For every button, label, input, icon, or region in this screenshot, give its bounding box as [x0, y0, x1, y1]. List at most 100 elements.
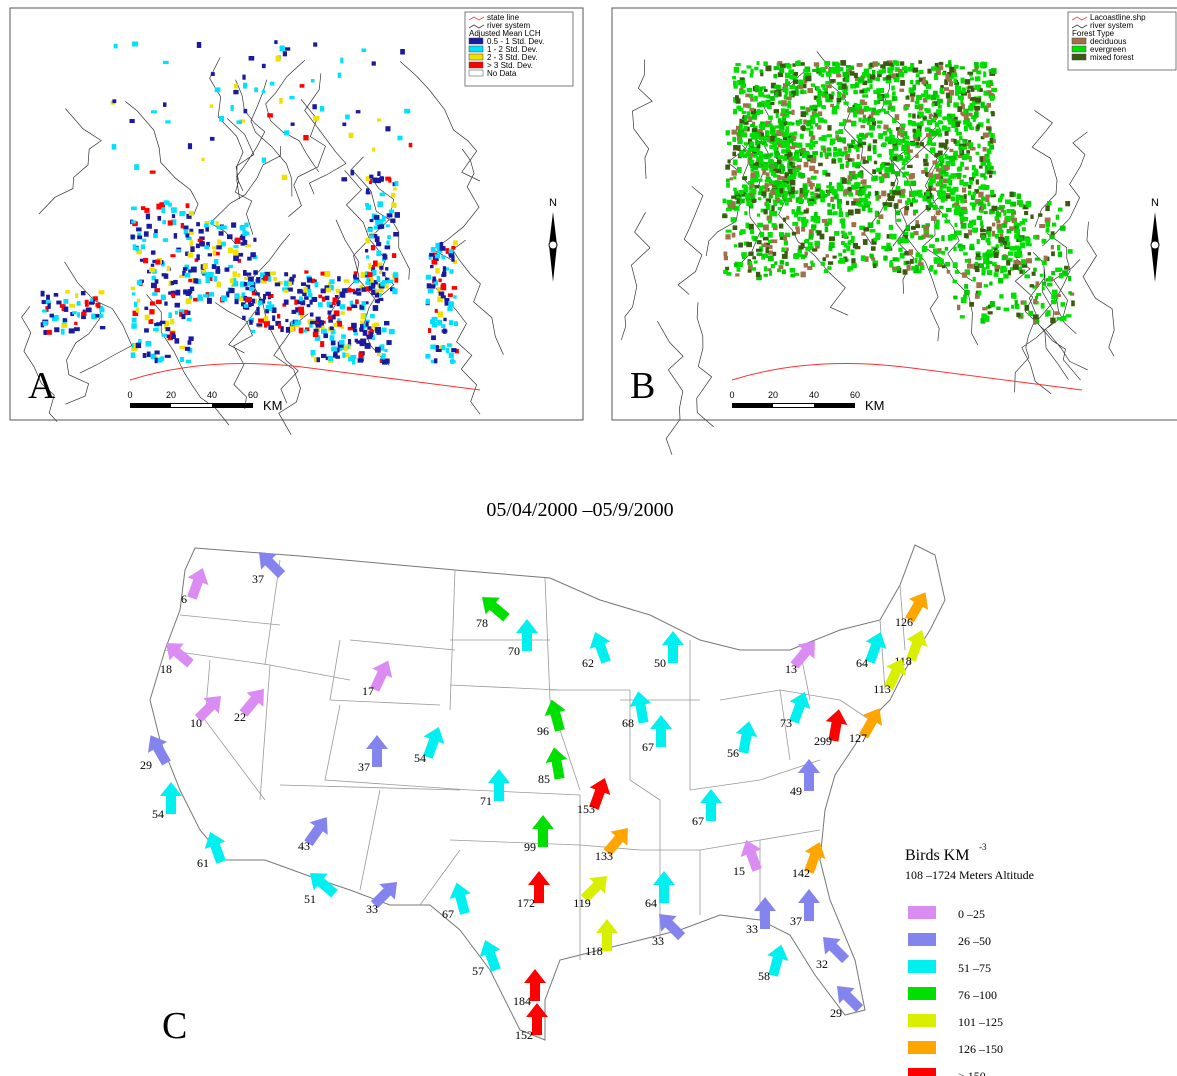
raster-cell — [939, 65, 943, 70]
raster-cell — [900, 132, 904, 137]
raster-cell — [945, 131, 949, 136]
raster-cell — [763, 164, 768, 168]
raster-cell — [991, 111, 995, 116]
raster-cell — [754, 96, 758, 102]
raster-cell — [136, 307, 139, 312]
raster-cell — [803, 90, 806, 94]
raster-cell — [131, 207, 137, 211]
raster-cell — [840, 137, 846, 142]
raster-cell — [299, 328, 304, 334]
raster-cell — [954, 223, 957, 227]
raster-cell — [214, 259, 218, 264]
raster-cell — [843, 249, 847, 253]
raster-cell — [1068, 249, 1073, 254]
raster-cell — [426, 275, 431, 280]
arrow-label: 71 — [480, 794, 492, 808]
raster-cell — [1017, 194, 1022, 200]
raster-cell — [188, 252, 193, 257]
raster-cell — [909, 249, 913, 254]
raster-cell — [426, 299, 430, 305]
raster-cell — [147, 224, 152, 229]
raster-cell — [913, 129, 917, 133]
raster-cell — [251, 330, 255, 333]
raster-cell — [1056, 215, 1059, 220]
raster-cell — [999, 278, 1003, 282]
raster-cell — [112, 144, 117, 150]
raster-cell — [827, 125, 831, 131]
raster-cell — [798, 199, 804, 202]
raster-cell — [963, 175, 967, 178]
raster-cell — [925, 108, 930, 113]
raster-cell — [69, 304, 75, 308]
raster-cell — [768, 240, 772, 244]
raster-cell — [886, 75, 890, 79]
raster-cell — [380, 193, 386, 197]
raster-cell — [356, 288, 361, 291]
raster-cell — [739, 262, 743, 267]
raster-cell — [926, 84, 931, 89]
raster-cell — [812, 69, 817, 72]
raster-cell — [824, 269, 828, 273]
raster-cell — [891, 106, 895, 112]
raster-cell — [230, 278, 234, 283]
raster-cell — [246, 273, 251, 276]
raster-cell — [900, 190, 904, 195]
raster-cell — [909, 174, 914, 179]
raster-cell — [764, 187, 768, 192]
raster-cell — [313, 116, 319, 121]
raster-cell — [964, 284, 968, 289]
panel-label: A — [28, 365, 56, 407]
raster-cell — [290, 296, 295, 299]
raster-cell — [827, 152, 832, 156]
raster-cell — [892, 267, 897, 270]
raster-cell — [931, 118, 935, 123]
raster-cell — [1048, 276, 1051, 281]
raster-cell — [807, 88, 813, 93]
raster-cell — [800, 188, 803, 194]
raster-cell — [789, 157, 792, 161]
raster-cell — [130, 119, 135, 123]
raster-cell — [954, 139, 957, 144]
raster-cell — [321, 289, 326, 294]
raster-cell — [969, 302, 974, 307]
raster-cell — [814, 62, 819, 66]
raster-cell — [256, 307, 259, 312]
raster-cell — [790, 146, 796, 149]
raster-cell — [397, 136, 402, 141]
raster-cell — [746, 200, 751, 206]
raster-cell — [896, 186, 901, 190]
raster-cell — [939, 62, 944, 65]
raster-cell — [774, 85, 780, 89]
raster-cell — [425, 354, 430, 359]
raster-cell — [928, 137, 933, 143]
arrow-label: 299 — [814, 734, 832, 748]
raster-cell — [760, 232, 765, 238]
raster-cell — [965, 167, 969, 170]
raster-cell — [278, 324, 281, 329]
raster-cell — [840, 60, 846, 66]
raster-cell — [830, 104, 834, 107]
raster-cell — [817, 68, 820, 72]
raster-cell — [86, 308, 92, 313]
raster-cell — [186, 291, 190, 296]
raster-cell — [374, 323, 379, 327]
raster-cell — [838, 85, 842, 90]
raster-cell — [131, 235, 135, 240]
raster-cell — [163, 61, 169, 64]
raster-cell — [850, 71, 855, 76]
raster-cell — [851, 236, 855, 242]
raster-cell — [722, 214, 727, 218]
raster-cell — [811, 135, 816, 140]
raster-cell — [778, 207, 782, 210]
raster-cell — [1017, 253, 1022, 257]
raster-cell — [385, 359, 390, 364]
raster-cell — [792, 222, 798, 226]
raster-cell — [244, 277, 248, 280]
raster-cell — [948, 60, 951, 66]
raster-cell — [897, 266, 901, 271]
raster-cell — [267, 113, 273, 117]
legend-subtitle: 108 –1724 Meters Altitude — [905, 868, 1034, 882]
raster-cell — [905, 136, 909, 140]
raster-cell — [942, 125, 947, 130]
raster-cell — [774, 125, 779, 128]
